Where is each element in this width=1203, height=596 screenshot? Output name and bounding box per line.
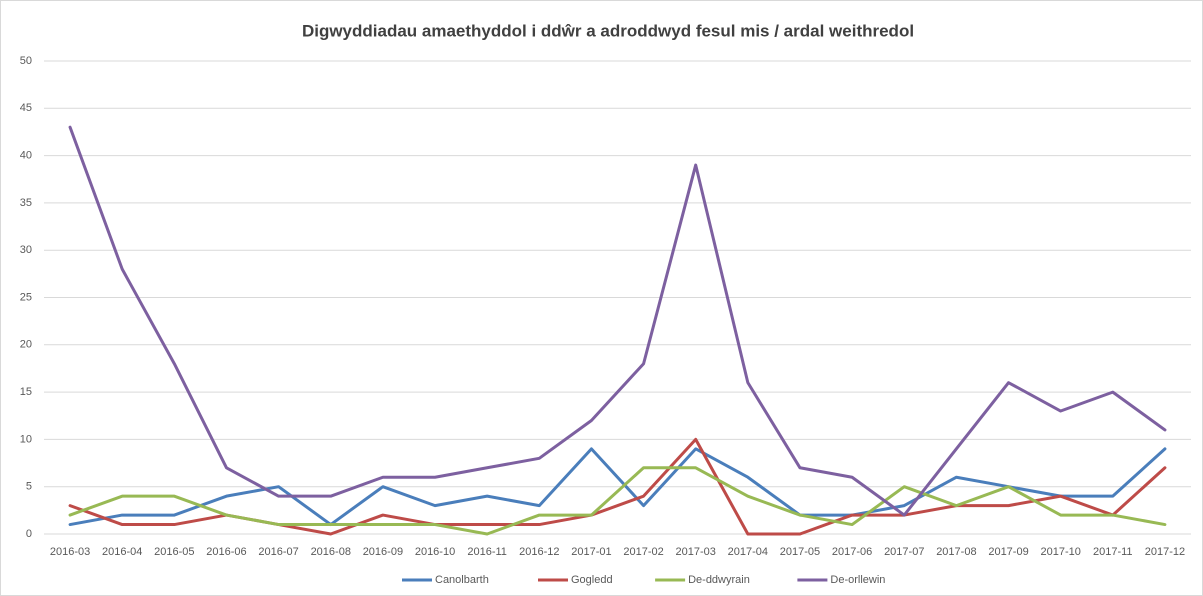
x-tick-label: 2016-11 [467,546,507,558]
y-tick-label: 25 [20,291,32,303]
x-tick-label: 2017-11 [1093,546,1133,558]
legend-label: De-orllewin [830,574,885,586]
chart-title: Digwyddiadau amaethyddol i ddŵr a adrodd… [302,21,914,40]
x-tick-label: 2017-07 [884,546,924,558]
y-tick-label: 35 [20,197,32,209]
x-tick-label: 2017-02 [623,546,663,558]
x-tick-label: 2017-10 [1040,546,1080,558]
y-tick-label: 0 [26,528,32,540]
x-tick-label: 2016-08 [311,546,351,558]
x-tick-label: 2017-08 [936,546,976,558]
legend-label: De-ddwyrain [688,574,750,586]
x-tick-label: 2016-12 [519,546,559,558]
y-tick-label: 45 [20,102,32,114]
x-tick-label: 2016-03 [50,546,90,558]
series-line [68,125,1167,517]
x-tick-label: 2017-12 [1145,546,1185,558]
y-tick-label: 50 [20,55,32,67]
x-tick-label: 2017-06 [832,546,872,558]
y-tick-label: 40 [20,150,32,162]
x-tick-label: 2016-07 [258,546,298,558]
x-tick-label: 2017-09 [988,546,1028,558]
x-tick-label: 2016-04 [102,546,142,558]
x-tick-label: 2016-10 [415,546,455,558]
x-tick-label: 2016-06 [206,546,246,558]
y-tick-label: 30 [20,244,32,256]
legend-label: Canolbarth [435,574,489,586]
legend-label: Gogledd [571,574,613,586]
y-tick-label: 20 [20,339,32,351]
series-line [68,466,1167,536]
y-tick-label: 5 [26,481,32,493]
x-tick-label: 2016-09 [363,546,403,558]
x-tick-label: 2017-04 [728,546,768,558]
x-tick-label: 2016-05 [154,546,194,558]
x-tick-label: 2017-05 [780,546,820,558]
x-tick-label: 2017-01 [571,546,611,558]
y-tick-label: 10 [20,433,32,445]
y-tick-label: 15 [20,386,32,398]
x-tick-label: 2017-03 [676,546,716,558]
series-line [68,447,1167,527]
